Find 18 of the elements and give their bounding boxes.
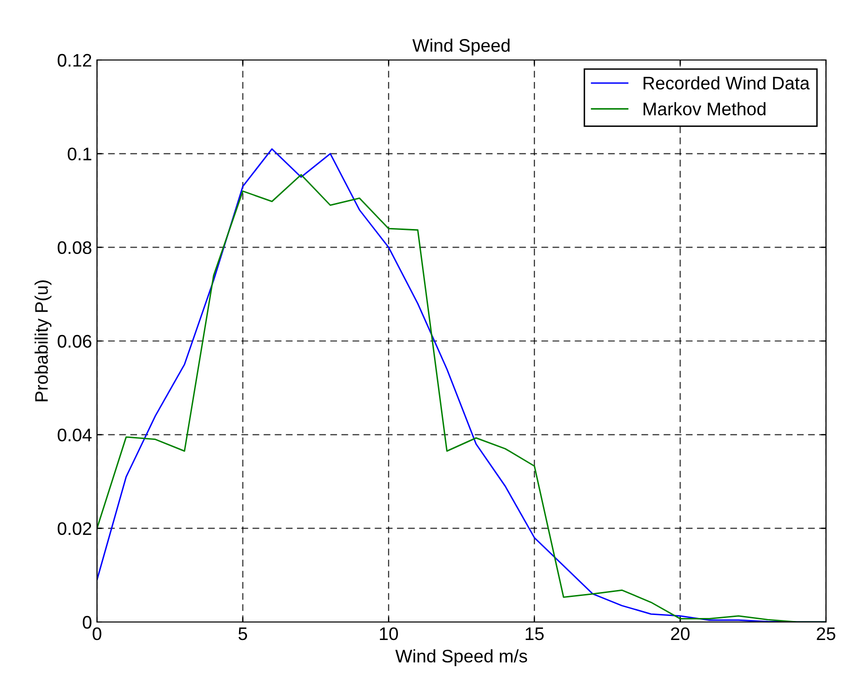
legend-label: Recorded Wind Data xyxy=(644,76,810,90)
y-tick-label: 0.12 xyxy=(58,54,92,67)
x-axis-title: Wind Speed m/s xyxy=(395,649,528,666)
x-tick-label: 25 xyxy=(816,627,836,640)
x-tick-label: 5 xyxy=(238,628,248,640)
y-tick-label: 0.04 xyxy=(58,428,92,442)
y-tick-label: 0 xyxy=(82,616,92,629)
y-axis-title: Probability P(u) xyxy=(34,280,52,402)
y-tick-label: 0.02 xyxy=(58,522,92,536)
x-tick-label: 10 xyxy=(380,627,398,640)
y-tick-label: 0.1 xyxy=(68,148,92,160)
y-tick-label: 0.06 xyxy=(58,334,92,348)
chart-title: Wind Speed xyxy=(412,38,510,56)
x-tick-label: 15 xyxy=(526,628,544,640)
x-tick-label: 0 xyxy=(92,627,102,640)
legend-label: Markov Method xyxy=(644,102,766,116)
y-tick-label: 0.08 xyxy=(58,241,92,254)
x-tick-label: 20 xyxy=(671,627,690,640)
